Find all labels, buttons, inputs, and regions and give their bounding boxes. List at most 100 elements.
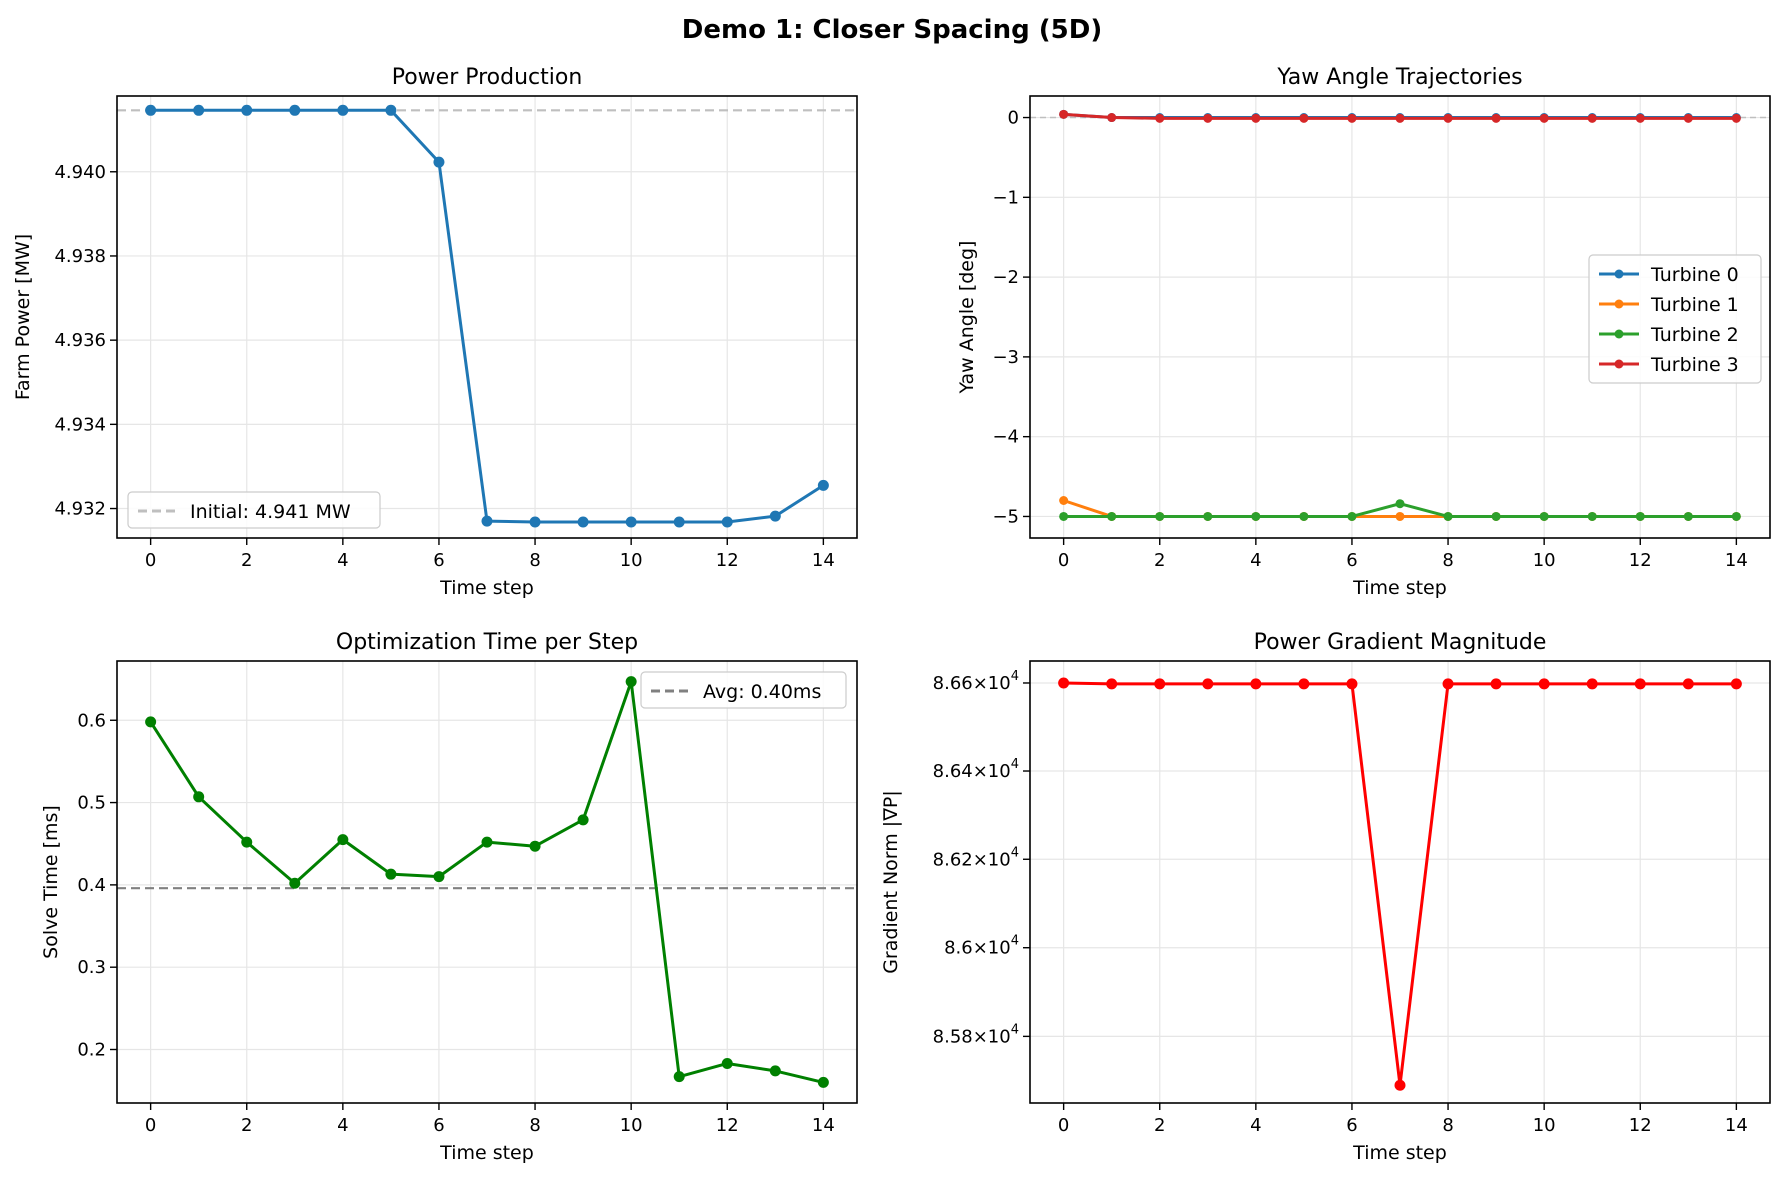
- y-tick-exponent: 4: [1011, 669, 1019, 684]
- data-point: [1491, 511, 1501, 521]
- plot-area: [117, 661, 857, 1103]
- legend-marker: [1614, 269, 1624, 279]
- x-tick-label: 10: [1533, 1115, 1556, 1136]
- data-point: [1635, 113, 1645, 123]
- data-point: [1250, 678, 1262, 690]
- x-tick-label: 0: [1058, 1115, 1069, 1136]
- data-point: [1683, 113, 1693, 123]
- data-point: [1107, 113, 1117, 123]
- chart-title: Power Production: [392, 65, 583, 90]
- y-tick-label: 4.932: [54, 499, 106, 520]
- data-point: [1059, 511, 1069, 521]
- data-point: [1299, 511, 1309, 521]
- y-tick-label: 0.3: [77, 957, 106, 978]
- data-point: [385, 868, 397, 880]
- data-point: [1299, 113, 1309, 123]
- data-point: [1538, 678, 1550, 690]
- x-tick-label: 8: [1442, 550, 1453, 571]
- data-point: [721, 516, 733, 528]
- chart-title: Yaw Angle Trajectories: [1276, 65, 1522, 90]
- yaw-angle-chart: 0 2 4 6 8 10 12 14 0 −1 −2 −3 −4 −5 Yaw Angle Trajecto…: [956, 65, 1771, 599]
- y-tick-label: 8.64×104: [933, 757, 1019, 782]
- data-point: [433, 156, 445, 168]
- y-tick-exponent: 4: [1011, 845, 1019, 860]
- y-tick-label: 4.934: [54, 414, 106, 435]
- data-point: [1202, 678, 1214, 690]
- data-point: [625, 676, 637, 688]
- data-point: [1730, 678, 1742, 690]
- data-point: [193, 791, 205, 803]
- data-point: [1203, 511, 1213, 521]
- x-tick-label: 14: [1725, 550, 1748, 571]
- y-tick-label: 8.58×104: [933, 1022, 1019, 1047]
- y-axis-label: Yaw Angle [deg]: [956, 241, 978, 395]
- x-tick-label: 2: [241, 550, 252, 571]
- data-point: [769, 510, 781, 522]
- y-tick-exponent: 4: [1011, 757, 1019, 772]
- axes-frame: [1029, 660, 1771, 1104]
- data-point: [1106, 678, 1118, 690]
- power-production-chart: 0 2 4 6 8 10 12 14 4.932 4.934 4.936 4.938 4.940 Powe…: [12, 65, 858, 599]
- x-tick-label: 2: [1154, 550, 1165, 571]
- data-point: [1731, 511, 1741, 521]
- data-point: [577, 814, 589, 826]
- x-tick-label: 0: [1058, 550, 1069, 571]
- data-point: [1298, 678, 1310, 690]
- data-point: [1587, 511, 1597, 521]
- legend-label: Turbine 1: [1650, 294, 1739, 316]
- x-axis-label: Time step: [439, 577, 534, 599]
- y-axis-label: Solve Time [ms]: [40, 805, 62, 959]
- data-point: [1107, 511, 1117, 521]
- x-tick-label: 2: [1154, 1115, 1165, 1136]
- data-point: [1155, 511, 1165, 521]
- data-point: [145, 716, 157, 728]
- x-tick-label: 6: [1346, 550, 1357, 571]
- data-point: [289, 104, 301, 116]
- y-tick-label: 0.2: [77, 1039, 106, 1060]
- x-tick-label: 12: [1629, 1115, 1652, 1136]
- data-point: [1635, 511, 1645, 521]
- data-point: [529, 516, 541, 528]
- data-point: [241, 836, 253, 848]
- data-point: [1442, 678, 1454, 690]
- data-point: [673, 516, 685, 528]
- data-point: [1346, 678, 1358, 690]
- legend-label: Avg: 0.40ms: [703, 681, 821, 703]
- chart-title: Power Gradient Magnitude: [1254, 630, 1547, 655]
- y-tick-label: 4.936: [54, 330, 106, 351]
- x-tick-label: 4: [337, 550, 348, 571]
- x-tick-label: 2: [241, 1115, 252, 1136]
- data-point: [1059, 496, 1069, 506]
- data-point: [433, 871, 445, 883]
- x-axis-label: Time step: [1352, 577, 1447, 599]
- axes-frame: [1029, 95, 1771, 539]
- x-tick-label: 10: [1533, 550, 1556, 571]
- axes-frame: [116, 660, 858, 1104]
- y-tick-label: 0: [1008, 108, 1019, 129]
- data-point: [1347, 511, 1357, 521]
- y-tick-label: 0.6: [77, 710, 106, 731]
- data-point: [817, 479, 829, 491]
- legend-label: Turbine 2: [1650, 324, 1739, 346]
- x-tick-label: 14: [812, 1115, 835, 1136]
- data-point: [1634, 678, 1646, 690]
- legend-box: [127, 491, 381, 529]
- x-tick-label: 4: [1250, 550, 1261, 571]
- data-point: [625, 516, 637, 528]
- y-tick-label: 4.938: [54, 246, 106, 267]
- y-tick-label: −2: [992, 267, 1019, 288]
- data-point: [1203, 113, 1213, 123]
- data-point: [1490, 678, 1502, 690]
- data-point: [1251, 511, 1261, 521]
- data-point: [145, 104, 157, 116]
- data-point: [1059, 109, 1069, 119]
- plot-area: [1030, 661, 1770, 1103]
- x-tick-label: 6: [1346, 1115, 1357, 1136]
- data-point: [1443, 511, 1453, 521]
- y-tick-label: 8.6×104: [944, 934, 1019, 959]
- plot-area: [117, 96, 857, 538]
- optimization-time-chart: 0 2 4 6 8 10 12 14 0.2 0.3 0.4 0.5 0.6 Optimization T…: [40, 630, 858, 1164]
- x-tick-label: 14: [1725, 1115, 1748, 1136]
- x-tick-label: 12: [716, 550, 739, 571]
- data-point: [1395, 499, 1405, 509]
